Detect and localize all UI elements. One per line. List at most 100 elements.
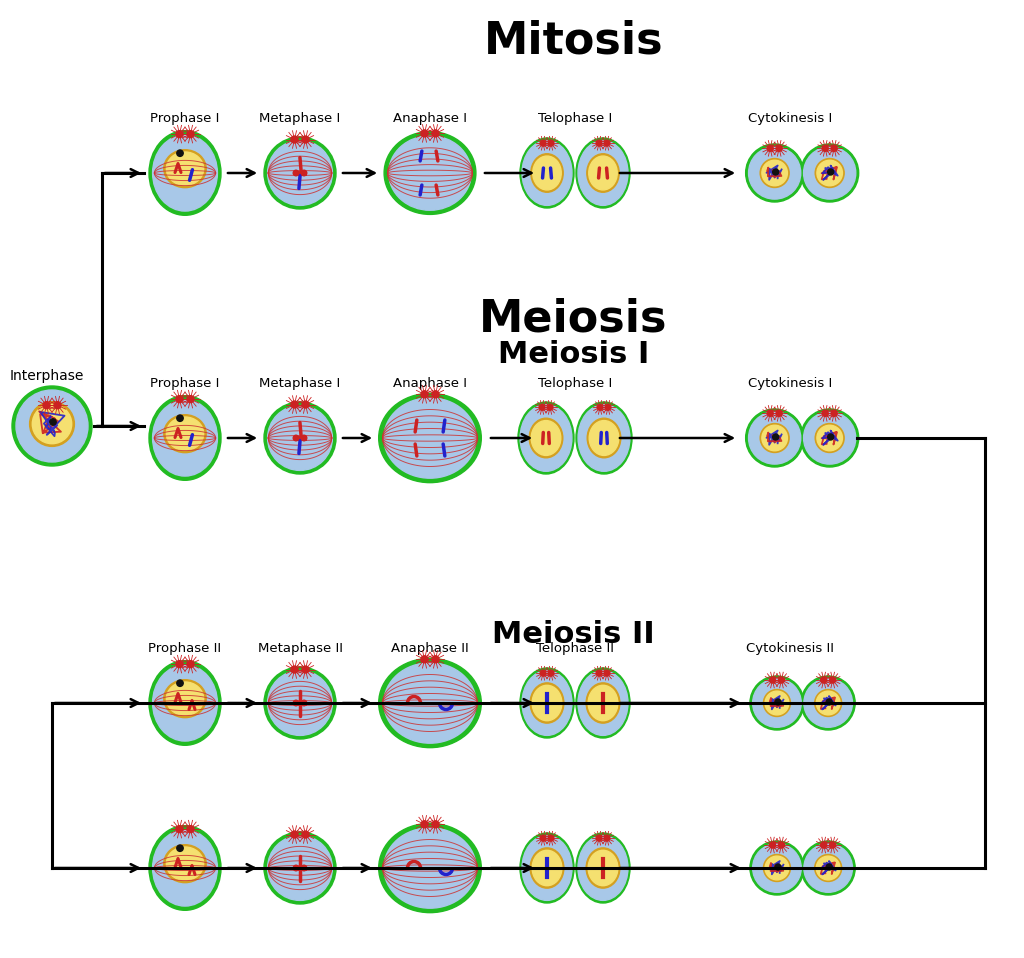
Ellipse shape	[389, 136, 471, 210]
Circle shape	[291, 831, 298, 838]
Circle shape	[291, 401, 298, 408]
Circle shape	[604, 141, 610, 146]
Circle shape	[264, 137, 336, 209]
Ellipse shape	[532, 156, 561, 190]
Circle shape	[801, 144, 859, 202]
Text: Cytokinesis I: Cytokinesis I	[748, 112, 833, 125]
Circle shape	[804, 412, 856, 464]
Ellipse shape	[520, 833, 574, 903]
Circle shape	[769, 677, 775, 683]
Circle shape	[820, 677, 826, 683]
Circle shape	[302, 136, 309, 143]
Ellipse shape	[532, 685, 562, 720]
Circle shape	[604, 671, 610, 676]
Circle shape	[421, 391, 428, 398]
Ellipse shape	[531, 421, 561, 455]
Circle shape	[817, 160, 843, 186]
Circle shape	[596, 671, 602, 676]
Text: Telophase II: Telophase II	[536, 642, 614, 655]
Ellipse shape	[520, 668, 574, 738]
Circle shape	[822, 410, 828, 417]
Ellipse shape	[518, 402, 574, 474]
Ellipse shape	[578, 141, 628, 205]
Ellipse shape	[588, 685, 617, 720]
Circle shape	[548, 671, 554, 676]
Ellipse shape	[579, 404, 630, 471]
Circle shape	[302, 666, 309, 673]
Circle shape	[187, 826, 194, 833]
Ellipse shape	[532, 851, 562, 886]
Circle shape	[187, 130, 194, 138]
Circle shape	[302, 831, 309, 838]
Ellipse shape	[587, 153, 620, 193]
Circle shape	[596, 835, 602, 841]
Ellipse shape	[530, 153, 563, 193]
Text: Telophase I: Telophase I	[538, 112, 612, 125]
Circle shape	[30, 401, 75, 446]
Circle shape	[753, 678, 801, 727]
Circle shape	[432, 821, 439, 828]
Circle shape	[293, 865, 299, 871]
Ellipse shape	[150, 661, 221, 745]
Circle shape	[815, 855, 842, 881]
Text: Metaphase I: Metaphase I	[259, 377, 341, 390]
Ellipse shape	[530, 848, 564, 888]
Ellipse shape	[164, 149, 206, 188]
Ellipse shape	[587, 419, 621, 458]
Ellipse shape	[153, 399, 217, 476]
Circle shape	[291, 136, 298, 143]
Circle shape	[778, 677, 784, 683]
Circle shape	[745, 144, 804, 202]
Circle shape	[548, 835, 554, 841]
Text: Interphase: Interphase	[10, 369, 84, 383]
Ellipse shape	[589, 421, 618, 455]
Ellipse shape	[166, 682, 204, 716]
Text: Prophase I: Prophase I	[151, 112, 220, 125]
Circle shape	[801, 409, 859, 467]
Text: Metaphase II: Metaphase II	[257, 642, 342, 655]
Circle shape	[187, 661, 194, 668]
Text: Cytokinesis I: Cytokinesis I	[748, 377, 833, 390]
Ellipse shape	[384, 398, 476, 478]
Circle shape	[776, 410, 782, 417]
Ellipse shape	[153, 665, 217, 741]
Circle shape	[750, 841, 804, 895]
Text: Metaphase I: Metaphase I	[259, 112, 341, 125]
Circle shape	[764, 855, 791, 881]
Text: Anaphase I: Anaphase I	[393, 377, 467, 390]
Text: Meiosis: Meiosis	[479, 298, 668, 341]
Circle shape	[827, 169, 834, 175]
Circle shape	[831, 146, 838, 151]
Circle shape	[750, 676, 804, 730]
Circle shape	[831, 410, 838, 417]
Circle shape	[421, 821, 428, 828]
Circle shape	[776, 146, 782, 151]
Ellipse shape	[529, 419, 563, 458]
Text: Anaphase II: Anaphase II	[391, 642, 469, 655]
Circle shape	[778, 842, 784, 848]
Circle shape	[760, 158, 790, 188]
Circle shape	[187, 396, 194, 402]
Circle shape	[826, 699, 833, 705]
Circle shape	[804, 844, 853, 892]
Circle shape	[177, 150, 183, 156]
Circle shape	[816, 856, 840, 879]
Circle shape	[176, 826, 183, 833]
Ellipse shape	[589, 156, 617, 190]
Circle shape	[264, 832, 336, 904]
Circle shape	[596, 141, 602, 146]
Circle shape	[769, 842, 775, 848]
Circle shape	[177, 845, 183, 852]
Circle shape	[176, 396, 183, 402]
Circle shape	[264, 667, 336, 739]
Ellipse shape	[575, 402, 632, 474]
Ellipse shape	[575, 138, 630, 208]
Circle shape	[176, 130, 183, 138]
Ellipse shape	[166, 417, 204, 450]
Ellipse shape	[379, 394, 481, 483]
Text: Cytokinesis II: Cytokinesis II	[746, 642, 834, 655]
Circle shape	[604, 835, 610, 841]
Circle shape	[267, 141, 333, 205]
Circle shape	[827, 434, 834, 440]
Text: Anaphase I: Anaphase I	[393, 112, 467, 125]
